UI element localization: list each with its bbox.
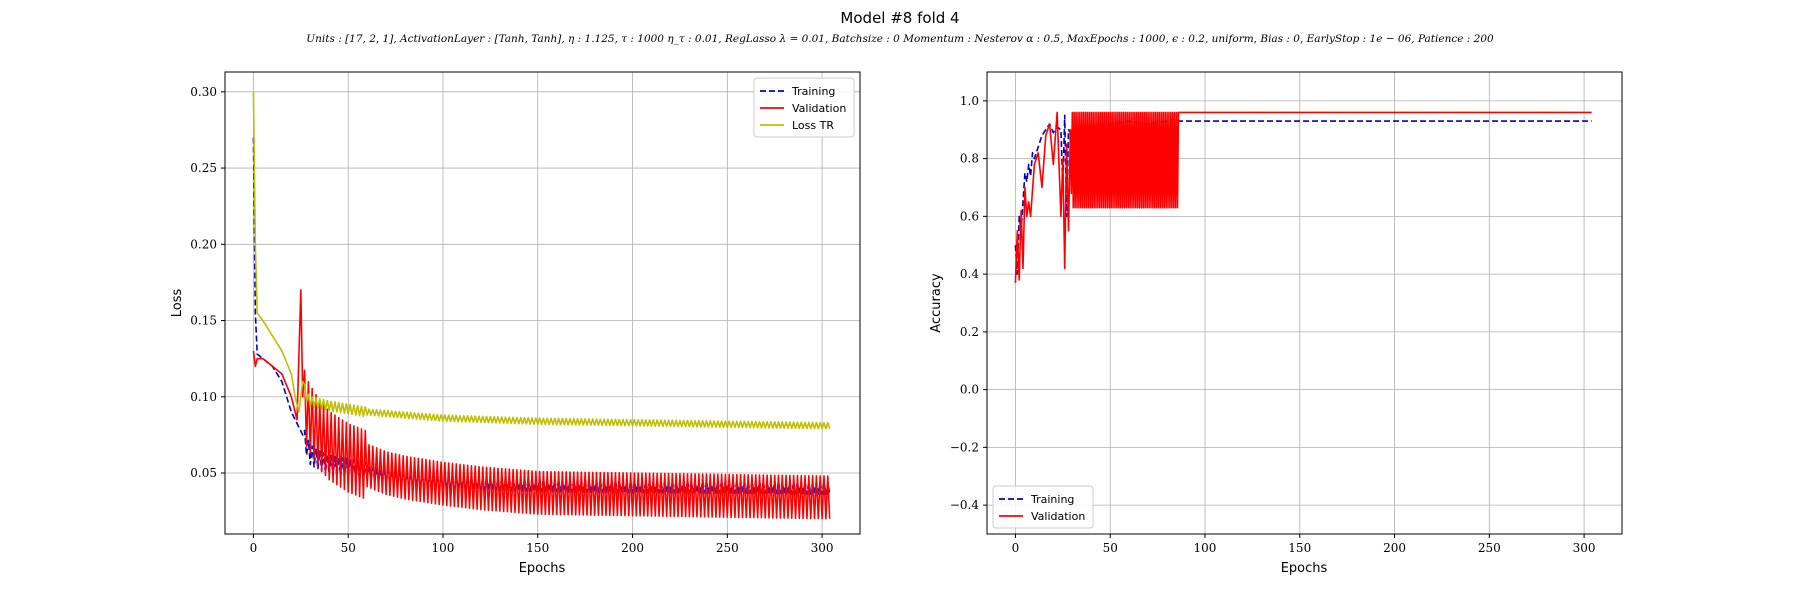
loss-axes-frame bbox=[224, 71, 861, 535]
accuracy-ytick-label: 0.6 bbox=[960, 209, 979, 223]
loss-ytick-label: 0.10 bbox=[190, 390, 217, 404]
accuracy-xlabel: Epochs bbox=[1281, 561, 1328, 576]
accuracy-axes-frame bbox=[986, 71, 1623, 535]
accuracy-xtick-label: 50 bbox=[1103, 541, 1118, 555]
accuracy-series bbox=[1014, 111, 1592, 283]
accuracy-ytick-label: 0.4 bbox=[960, 267, 979, 281]
loss-legend: Training Validation Loss TR bbox=[753, 77, 855, 138]
accuracy-grid bbox=[987, 72, 1622, 534]
loss-ytick-label: 0.20 bbox=[190, 237, 217, 251]
accuracy-xtick-label: 100 bbox=[1194, 541, 1217, 555]
loss-legend-box bbox=[753, 77, 855, 138]
accuracy-legend-box bbox=[992, 485, 1094, 529]
accuracy-ytick-label: 0.0 bbox=[960, 383, 979, 397]
loss-xtick-label: 250 bbox=[716, 541, 739, 555]
accuracy-panel: 0 50 100 150 200 250 300 −0.4 −0.2 0.0 0.2 0.4 0.6 0.… bbox=[929, 71, 1623, 576]
accuracy-series-validation bbox=[1014, 111, 1592, 283]
accuracy-ytick-label: −0.2 bbox=[950, 440, 979, 454]
loss-series-validation bbox=[252, 289, 831, 520]
loss-series-loss-tr bbox=[252, 91, 831, 430]
loss-xtick-label: 200 bbox=[621, 541, 644, 555]
accuracy-xtick-label: 250 bbox=[1478, 541, 1501, 555]
loss-ytick-label: 0.05 bbox=[190, 466, 217, 480]
loss-xtick-label: 150 bbox=[526, 541, 549, 555]
accuracy-legend-label: Training bbox=[1030, 493, 1074, 506]
loss-legend-label: Training bbox=[791, 85, 835, 98]
loss-ticks: 0 50 100 150 200 250 300 0.05 0.10 0.15 0.20 0.25 0.… bbox=[190, 85, 833, 555]
figure-subtitle: Units : [17, 2, 1], ActivationLayer : [T… bbox=[306, 33, 1494, 45]
loss-ytick-label: 0.30 bbox=[190, 85, 217, 99]
loss-legend-label: Validation bbox=[792, 102, 846, 115]
loss-ylabel: Loss bbox=[170, 289, 185, 318]
loss-series bbox=[252, 91, 831, 520]
loss-xtick-label: 100 bbox=[432, 541, 455, 555]
loss-xtick-label: 0 bbox=[250, 541, 258, 555]
loss-xlabel: Epochs bbox=[519, 561, 566, 576]
loss-ytick-label: 0.25 bbox=[190, 161, 217, 175]
loss-ytick-label: 0.15 bbox=[190, 314, 217, 328]
accuracy-xtick-label: 150 bbox=[1288, 541, 1311, 555]
accuracy-ytick-label: −0.4 bbox=[950, 498, 980, 512]
accuracy-xtick-label: 300 bbox=[1573, 541, 1596, 555]
loss-panel: 0 50 100 150 200 250 300 0.05 0.10 0.15 0.20 0.25 0.… bbox=[170, 71, 861, 576]
accuracy-ytick-label: 0.2 bbox=[960, 325, 979, 339]
accuracy-legend-label: Validation bbox=[1031, 510, 1085, 523]
loss-xtick-label: 300 bbox=[811, 541, 834, 555]
accuracy-xtick-label: 0 bbox=[1012, 541, 1020, 555]
accuracy-xtick-label: 200 bbox=[1383, 541, 1406, 555]
accuracy-ylabel: Accuracy bbox=[929, 273, 944, 333]
accuracy-ticks: 0 50 100 150 200 250 300 −0.4 −0.2 0.0 0.2 0.4 0.6 0.… bbox=[950, 94, 1596, 555]
loss-xtick-label: 50 bbox=[341, 541, 356, 555]
accuracy-ytick-label: 1.0 bbox=[960, 94, 979, 108]
figure-title: Model #8 fold 4 bbox=[840, 9, 959, 27]
loss-legend-label: Loss TR bbox=[792, 119, 834, 132]
accuracy-legend: Training Validation bbox=[992, 485, 1094, 529]
accuracy-ytick-label: 0.8 bbox=[960, 152, 979, 166]
